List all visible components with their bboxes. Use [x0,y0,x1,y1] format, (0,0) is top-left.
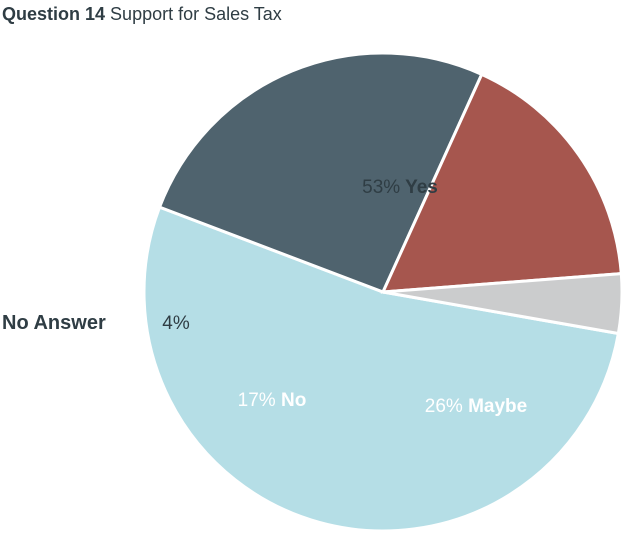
slice-label-maybe: 26% Maybe [425,396,527,417]
pie-slice-yes [142,205,621,533]
slice-label-no: 17% No [238,390,307,411]
slice-percent-no: 17% [238,390,276,411]
slice-label-no-answer: 4% [162,313,190,334]
pie-slices [142,51,624,533]
slice-category-maybe: Maybe [463,396,527,417]
pie-slice-no [380,72,623,294]
chart-title: Question 14 Support for Sales Tax [2,4,282,25]
slice-label-yes: 53% Yes [362,177,438,198]
slice-category-no-answer: No Answer [2,312,106,334]
slice-category-yes: Yes [400,177,438,198]
pie-slice-no-answer [382,272,624,336]
title-question-number: Question 14 [2,4,106,24]
pie-slice-maybe [157,51,484,294]
slice-percent-yes: 53% [362,177,400,198]
slice-percent-no-answer: 4% [162,313,190,334]
slice-category-no: No [276,390,307,411]
slice-percent-maybe: 26% [425,396,463,417]
title-text: Support for Sales Tax [110,4,282,24]
pie-labels: 53% Yes 26% Maybe 17% No 4% No Answer [2,177,527,417]
